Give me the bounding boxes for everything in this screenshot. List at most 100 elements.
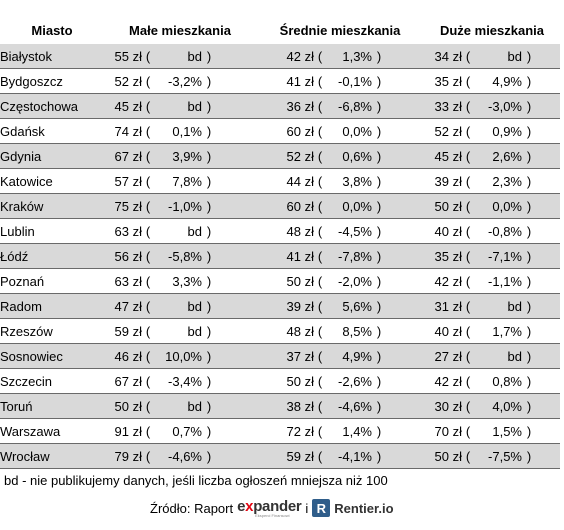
header-city: Miasto (31, 22, 73, 38)
small-price: 45 zł (114, 98, 142, 114)
small-change: -1,0% (168, 198, 202, 214)
paren-close: ) (376, 48, 382, 64)
expander-logo-e: e (237, 497, 246, 515)
paren-open: ( (145, 123, 151, 139)
medium-cell: 72 zł(1,4%) (256, 418, 424, 444)
paren-open: ( (145, 223, 151, 239)
medium-change: 1,4% (342, 423, 372, 439)
paren-close: ) (206, 323, 212, 339)
small-price: 91 zł (114, 423, 142, 439)
small-price: 59 zł (114, 323, 142, 339)
large-price: 50 zł (434, 198, 462, 214)
small-change: 3,9% (172, 148, 202, 164)
table-row: Toruń 50 zł(bd) 38 zł(-4,6%) 30 zł(4,0%) (0, 393, 560, 419)
paren-close: ) (526, 198, 532, 214)
paren-close: ) (206, 223, 212, 239)
medium-price: 72 zł (286, 423, 314, 439)
paren-open: ( (145, 373, 151, 389)
large-price: 31 zł (434, 298, 462, 314)
table-row: Bydgoszcz 52 zł(-3,2%) 41 zł(-0,1%) 35 zł(4… (0, 68, 560, 94)
source-prefix: Źródło: Raport (150, 500, 234, 516)
small-change: 0,7% (172, 423, 202, 439)
rent-table: Miasto Małe mieszkania Średnie mieszkani… (0, 16, 560, 469)
paren-close: ) (526, 98, 532, 114)
table-row: Lublin 63 zł(bd) 48 zł(-4,5%) 40 zł(-0,8%) (0, 218, 560, 244)
paren-close: ) (526, 373, 532, 389)
small-change: bd (187, 98, 202, 114)
paren-close: ) (376, 223, 382, 239)
medium-cell: 37 zł(4,9%) (256, 343, 424, 369)
medium-cell: 60 zł(0,0%) (256, 118, 424, 144)
medium-change: 1,3% (342, 48, 372, 64)
large-cell: 42 zł(-1,1%) (424, 268, 560, 294)
paren-close: ) (526, 123, 532, 139)
paren-close: ) (206, 348, 212, 364)
paren-open: ( (465, 448, 471, 464)
large-change: 4,9% (492, 73, 522, 89)
city-cell: Sosnowiec (0, 343, 104, 369)
paren-open: ( (317, 273, 323, 289)
large-change: bd (507, 298, 522, 314)
paren-open: ( (465, 298, 471, 314)
city-cell: Poznań (0, 268, 104, 294)
paren-open: ( (465, 48, 471, 64)
medium-change: -4,6% (338, 398, 372, 414)
medium-change: 0,0% (342, 123, 372, 139)
medium-price: 37 zł (286, 348, 314, 364)
medium-cell: 48 zł(8,5%) (256, 318, 424, 344)
paren-close: ) (206, 73, 212, 89)
large-price: 42 zł (434, 273, 462, 289)
large-price: 52 zł (434, 123, 462, 139)
medium-price: 41 zł (286, 248, 314, 264)
paren-close: ) (376, 298, 382, 314)
medium-cell: 41 zł(-0,1%) (256, 68, 424, 94)
large-cell: 34 zł(bd) (424, 44, 560, 69)
table-row: Kraków 75 zł(-1,0%) 60 zł(0,0%) 50 zł(0,0%) (0, 193, 560, 219)
paren-close: ) (206, 423, 212, 439)
paren-open: ( (317, 298, 323, 314)
paren-close: ) (526, 223, 532, 239)
large-price: 42 zł (434, 373, 462, 389)
medium-price: 60 zł (286, 123, 314, 139)
expander-logo-pander: pander (253, 497, 302, 515)
medium-change: -7,8% (338, 248, 372, 264)
medium-cell: 42 zł(1,3%) (256, 44, 424, 69)
medium-change: -0,1% (338, 73, 372, 89)
small-cell: 52 zł(-3,2%) (104, 68, 256, 94)
large-cell: 40 zł(-0,8%) (424, 218, 560, 244)
medium-cell: 36 zł(-6,8%) (256, 93, 424, 119)
table-row: Białystok 55 zł(bd) 42 zł(1,3%) 34 zł(bd) (0, 44, 560, 69)
large-price: 35 zł (434, 73, 462, 89)
medium-cell: 52 zł(0,6%) (256, 143, 424, 169)
large-cell: 33 zł(-3,0%) (424, 93, 560, 119)
small-price: 67 zł (114, 373, 142, 389)
large-cell: 52 zł(0,9%) (424, 118, 560, 144)
expander-logo-x: x (245, 497, 254, 515)
medium-cell: 39 zł(5,6%) (256, 293, 424, 319)
paren-close: ) (526, 273, 532, 289)
paren-open: ( (317, 223, 323, 239)
paren-open: ( (317, 348, 323, 364)
paren-open: ( (465, 148, 471, 164)
medium-change: -6,8% (338, 98, 372, 114)
city-cell: Rzeszów (0, 318, 104, 344)
city-cell: Kraków (0, 193, 104, 219)
paren-open: ( (465, 423, 471, 439)
table-row: Gdynia 67 zł(3,9%) 52 zł(0,6%) 45 zł(2,6%) (0, 143, 560, 169)
large-cell: 40 zł(1,7%) (424, 318, 560, 344)
large-cell: 42 zł(0,8%) (424, 368, 560, 394)
large-cell: 27 zł(bd) (424, 343, 560, 369)
medium-change: 0,0% (342, 198, 372, 214)
header-small: Małe mieszkania (129, 22, 231, 38)
large-price: 70 zł (434, 423, 462, 439)
paren-close: ) (376, 273, 382, 289)
small-change: bd (187, 223, 202, 239)
paren-close: ) (526, 73, 532, 89)
small-cell: 67 zł(-3,4%) (104, 368, 256, 394)
large-cell: 35 zł(4,9%) (424, 68, 560, 94)
large-price: 27 zł (434, 348, 462, 364)
large-change: 2,6% (492, 148, 522, 164)
paren-close: ) (526, 423, 532, 439)
paren-close: ) (376, 73, 382, 89)
table-row: Sosnowiec 46 zł(10,0%) 37 zł(4,9%) 27 zł(bd… (0, 343, 560, 369)
